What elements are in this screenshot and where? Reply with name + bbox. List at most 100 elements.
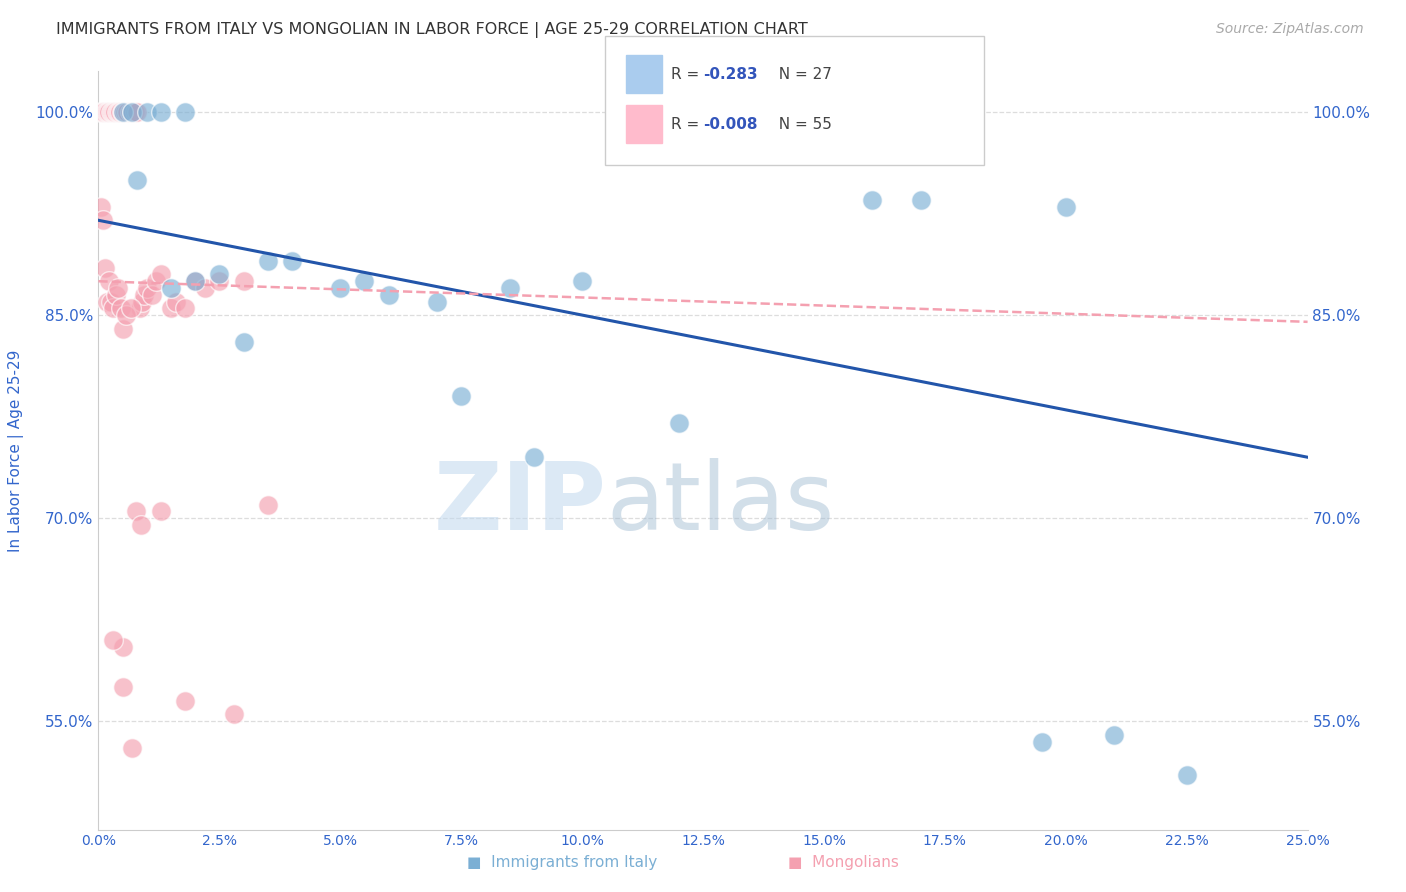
Text: Source: ZipAtlas.com: Source: ZipAtlas.com: [1216, 22, 1364, 37]
Point: [90, 200, 112, 214]
Text: ■  Mongolians: ■ Mongolians: [789, 855, 898, 870]
Text: ZIP: ZIP: [433, 458, 606, 549]
Point: [101, 105, 124, 120]
Point: [108, 105, 131, 120]
Point: [111, 640, 134, 654]
Text: R =: R =: [671, 67, 704, 81]
Text: N = 27: N = 27: [769, 67, 832, 81]
Point: [100, 105, 122, 120]
Point: [523, 450, 546, 465]
Point: [128, 301, 150, 316]
Text: atlas: atlas: [606, 458, 835, 549]
Point: [131, 294, 153, 309]
Point: [141, 287, 163, 301]
Point: [101, 633, 124, 648]
Point: [115, 308, 138, 322]
Point: [150, 268, 173, 282]
Point: [232, 274, 254, 288]
Text: R =: R =: [671, 118, 704, 132]
Point: [145, 274, 167, 288]
Point: [353, 274, 375, 288]
Point: [103, 301, 125, 316]
Point: [90, 105, 112, 120]
Point: [860, 193, 883, 207]
Point: [105, 105, 128, 120]
Point: [910, 193, 932, 207]
Text: IMMIGRANTS FROM ITALY VS MONGOLIAN IN LABOR FORCE | AGE 25-29 CORRELATION CHART: IMMIGRANTS FROM ITALY VS MONGOLIAN IN LA…: [56, 22, 808, 38]
Point: [222, 707, 245, 722]
Point: [100, 294, 122, 309]
Point: [184, 274, 207, 288]
Point: [329, 281, 352, 295]
Text: -0.008: -0.008: [703, 118, 758, 132]
Point: [111, 105, 134, 120]
Point: [93, 260, 115, 275]
Point: [124, 105, 146, 120]
Point: [91, 105, 114, 120]
Point: [256, 253, 278, 268]
Point: [232, 335, 254, 350]
Point: [127, 172, 149, 186]
Point: [125, 504, 148, 518]
Point: [174, 694, 197, 708]
Point: [118, 105, 141, 120]
Point: [129, 517, 152, 532]
Text: N = 55: N = 55: [769, 118, 832, 132]
Point: [117, 105, 139, 120]
Point: [498, 281, 520, 295]
Point: [103, 105, 125, 120]
Point: [256, 498, 278, 512]
Point: [1102, 728, 1125, 742]
Point: [101, 105, 124, 120]
Point: [96, 294, 118, 309]
Point: [91, 213, 114, 227]
Text: ■  Immigrants from Italy: ■ Immigrants from Italy: [467, 855, 658, 870]
Point: [150, 105, 173, 120]
Point: [97, 274, 120, 288]
Point: [121, 741, 143, 756]
Point: [93, 105, 115, 120]
Point: [121, 105, 143, 120]
Point: [96, 105, 118, 120]
Point: [135, 105, 157, 120]
Point: [426, 294, 449, 309]
Point: [208, 268, 231, 282]
Point: [208, 274, 231, 288]
Point: [160, 301, 183, 316]
Point: [121, 105, 143, 120]
Point: [104, 105, 127, 120]
Point: [1054, 200, 1077, 214]
Text: -0.283: -0.283: [703, 67, 758, 81]
Point: [97, 105, 120, 120]
Point: [1031, 734, 1053, 748]
Point: [127, 105, 149, 120]
Point: [281, 253, 304, 268]
Point: [94, 105, 117, 120]
Point: [111, 105, 134, 120]
Point: [174, 301, 197, 316]
Point: [120, 301, 142, 316]
Point: [110, 301, 132, 316]
Point: [450, 389, 472, 403]
Point: [194, 281, 217, 295]
Point: [107, 105, 129, 120]
Point: [98, 105, 121, 120]
Point: [377, 287, 399, 301]
Point: [150, 504, 173, 518]
Point: [184, 274, 207, 288]
Point: [571, 274, 593, 288]
Point: [135, 281, 157, 295]
Y-axis label: In Labor Force | Age 25-29: In Labor Force | Age 25-29: [8, 350, 24, 551]
Point: [111, 105, 134, 120]
Point: [165, 294, 187, 309]
Point: [107, 105, 129, 120]
Point: [668, 417, 690, 431]
Point: [104, 287, 127, 301]
Point: [107, 281, 129, 295]
Point: [134, 287, 156, 301]
Point: [1175, 768, 1198, 782]
Point: [174, 105, 197, 120]
Point: [111, 681, 134, 695]
Point: [112, 321, 135, 335]
Point: [160, 281, 183, 295]
